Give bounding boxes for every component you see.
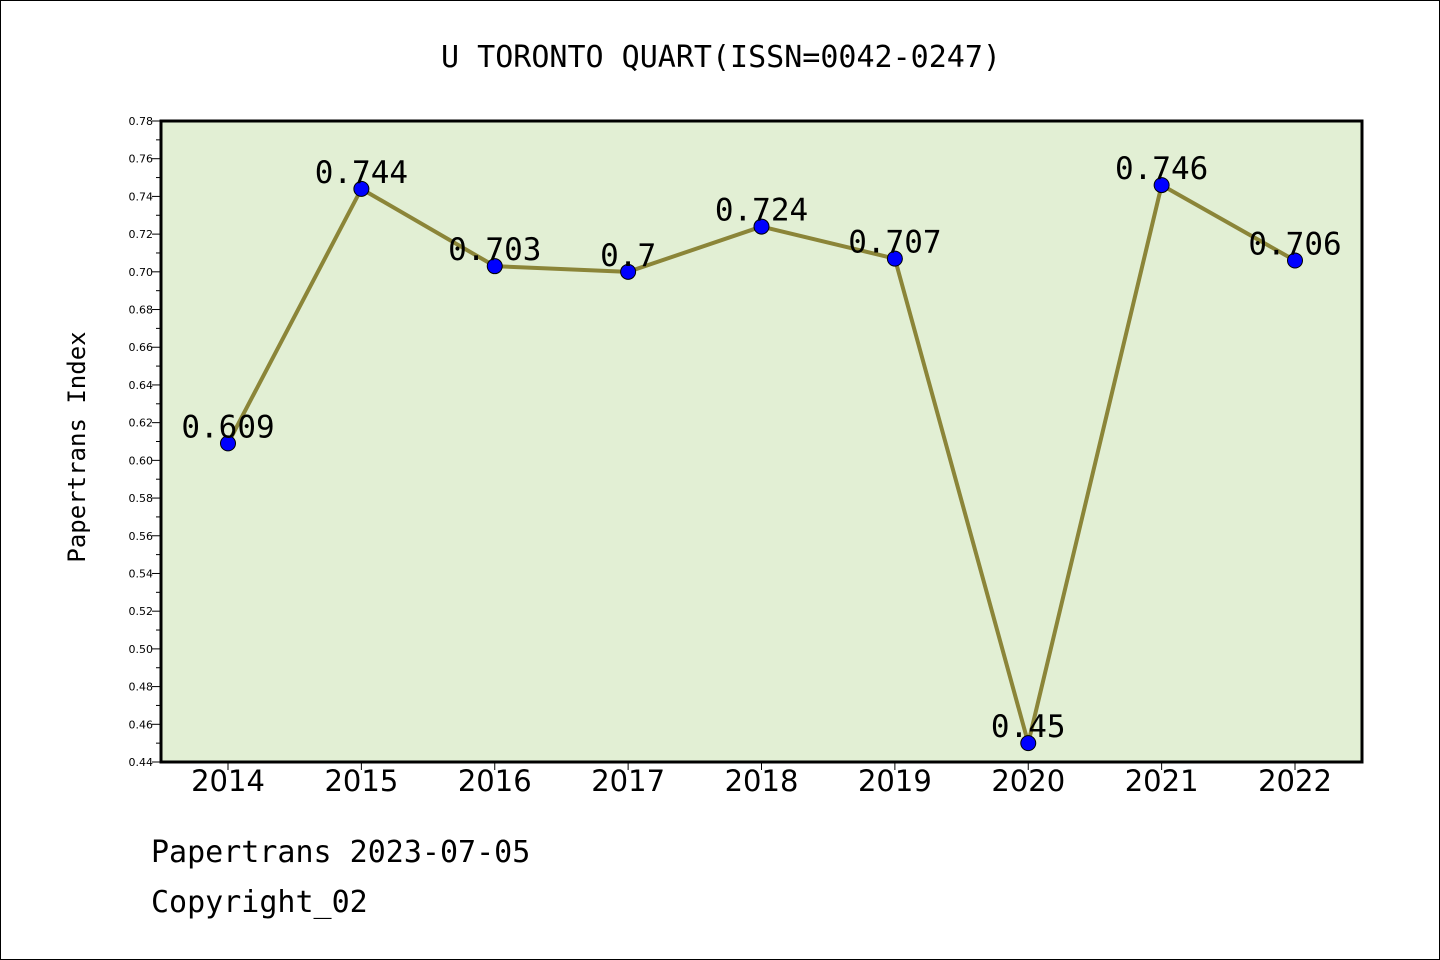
x-tick-label: 2014 [191, 764, 265, 798]
y-tick-label: 0.52 [129, 605, 154, 618]
data-label: 0.724 [715, 193, 808, 229]
x-tick-label: 2020 [991, 764, 1065, 798]
y-tick-label: 0.46 [129, 718, 154, 731]
y-tick-label: 0.78 [129, 115, 154, 128]
data-label: 0.7 [600, 238, 656, 274]
y-tick-label: 0.54 [129, 567, 154, 580]
y-tick-label: 0.68 [129, 304, 154, 317]
data-label: 0.609 [181, 409, 274, 445]
data-label: 0.706 [1248, 227, 1341, 263]
x-tick-label: 2019 [858, 764, 932, 798]
x-tick-label: 2018 [725, 764, 799, 798]
y-tick-label: 0.48 [129, 681, 154, 694]
data-labels: 0.609 0.744 0.703 0.7 0.724 0.707 0.45 0.746 0.7… [181, 151, 1341, 745]
y-tick-label: 0.72 [129, 228, 154, 241]
y-tick-label: 0.74 [129, 190, 154, 203]
y-tick-label: 0.64 [129, 379, 154, 392]
y-tick-label: 0.50 [129, 643, 154, 656]
y-tick-label: 0.44 [129, 756, 154, 769]
data-point [220, 435, 236, 452]
data-point [1153, 177, 1170, 194]
y-axis-label: Papertrans Index [63, 331, 91, 562]
y-tick-label: 0.66 [129, 341, 154, 354]
chart-title: U TORONTO QUART(ISSN=0042-0247) [441, 40, 1001, 75]
data-label: 0.45 [991, 709, 1066, 745]
footer-source: Papertrans 2023-07-05 [151, 835, 531, 870]
y-axis: 0.44 0.46 0.48 0.50 0.52 0.54 0.56 0.58 0.60 0.62… [129, 115, 161, 769]
data-point [886, 250, 903, 267]
x-tick-label: 2021 [1125, 764, 1199, 798]
data-point [1287, 252, 1303, 269]
plot-border [159, 119, 1364, 764]
x-tick-label: 2022 [1258, 764, 1332, 798]
x-axis: 2014 2015 2016 2017 2018 2019 2020 2021 2022 [191, 762, 1332, 798]
y-tick-label: 0.70 [129, 266, 154, 279]
y-tick-label: 0.60 [129, 454, 154, 467]
x-tick-label: 2017 [591, 764, 665, 798]
data-point [353, 180, 370, 197]
data-point [1020, 735, 1037, 752]
y-tick-label: 0.76 [129, 153, 154, 166]
x-tick-label: 2015 [324, 764, 398, 798]
data-label: 0.744 [315, 155, 408, 191]
y-tick-label: 0.58 [129, 492, 154, 505]
data-label: 0.703 [448, 232, 541, 268]
data-point [620, 263, 637, 280]
data-point [486, 258, 503, 275]
y-tick-label: 0.56 [129, 530, 154, 543]
footer-copyright: Copyright_02 [151, 885, 368, 920]
data-label: 0.746 [1115, 151, 1208, 187]
y-tick-label: 0.62 [129, 417, 154, 430]
x-tick-label: 2016 [458, 764, 532, 798]
data-label: 0.707 [848, 225, 941, 261]
series-markers [220, 177, 1303, 752]
data-point [753, 218, 770, 235]
